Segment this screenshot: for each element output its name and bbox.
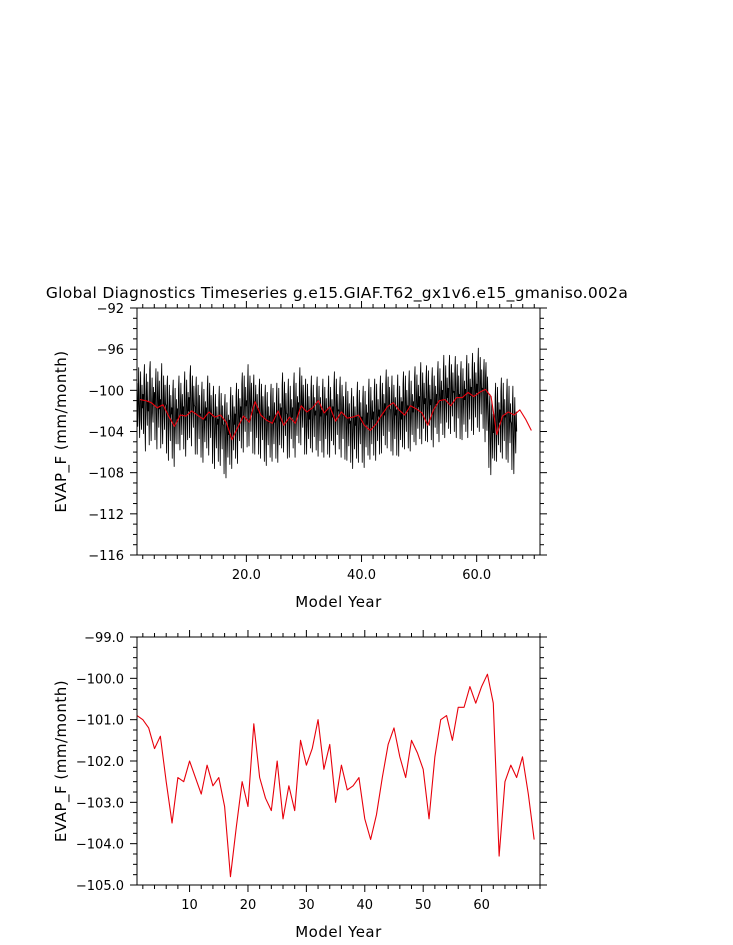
top-annual-series-line [139,388,532,441]
bottom-x-tick-label: 50 [415,898,432,913]
bottom-annual-series-line [136,673,535,878]
bottom-y-tick-label: −103.0 [76,796,124,811]
bottom-y-tick-label: −100.0 [76,672,124,687]
bottom-x-tick-label: 40 [357,898,374,913]
top-x-axis-title: Model Year [295,593,382,611]
top-y-tick-label: −96 [97,343,124,358]
top-monthly-series-line [136,347,518,479]
bottom-y-tick-label: −104.0 [76,838,124,853]
bottom-x-tick-label: 20 [240,898,257,913]
bottom-x-tick-label: 60 [473,898,490,913]
top-x-tick-label: 40.0 [347,568,376,583]
top-y-tick-label: −116 [88,549,124,564]
top-x-tick-label: 20.0 [232,568,261,583]
top-y-tick-label: −104 [88,426,124,441]
chart-title: Global Diagnostics Timeseries g.e15.GIAF… [46,284,628,303]
bottom-y-tick-label: −102.0 [76,755,124,770]
top-x-tick-label: 60.0 [462,568,491,583]
top-y-tick-label: −112 [88,508,124,523]
bottom-plot-frame [136,636,541,886]
bottom-x-tick-label: 10 [181,898,198,913]
top-y-tick-label: −100 [88,384,124,399]
top-panel: 20.0 40.0 60.0 −116 −112 −108 −104 −100 −96 −92 M… [52,301,547,611]
bottom-y-tick-label: −105.0 [76,879,124,894]
bottom-y-tick-label: −101.0 [76,714,124,729]
top-y-axis-title: EVAP_F (mm/month) [52,350,71,512]
top-y-tick-label: −92 [97,302,124,317]
bottom-y-tick-label: −99.0 [84,631,124,646]
bottom-x-tick-label: 30 [298,898,315,913]
bottom-panel: 10 20 30 40 50 60 −105.0 −104.0 −103.0 −102.0 −101… [52,630,547,941]
top-y-tick-label: −108 [88,467,124,482]
bottom-x-axis-title: Model Year [295,923,382,941]
bottom-y-axis-title: EVAP_F (mm/month) [52,680,71,842]
